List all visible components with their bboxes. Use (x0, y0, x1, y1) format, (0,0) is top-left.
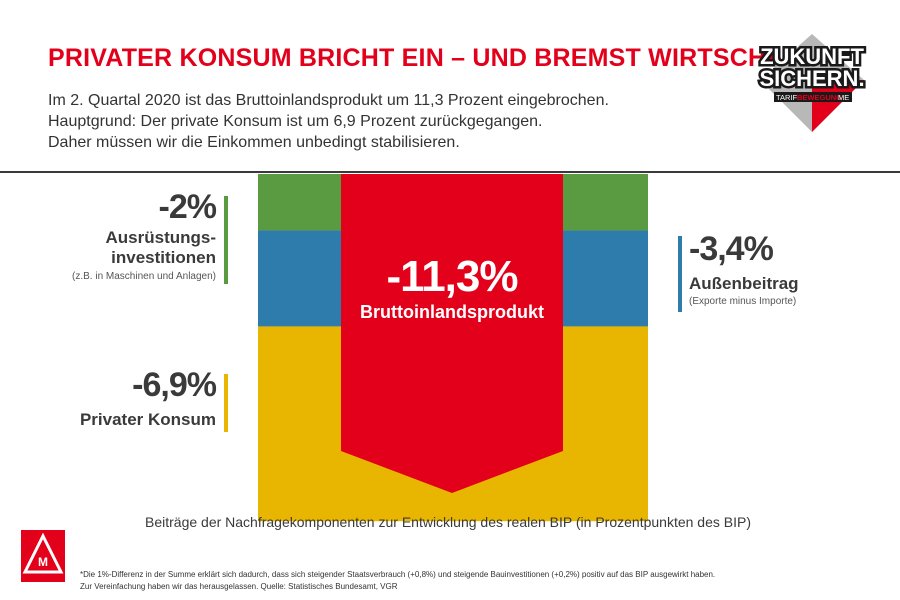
logo-triangle (22, 532, 64, 574)
footnote-2: Zur Vereinfachung haben wir das herausge… (80, 582, 398, 591)
konsum-value: -6,9% (132, 366, 217, 404)
aussen-marker (678, 236, 682, 312)
aussen-note: (Exporte minus Importe) (689, 296, 797, 307)
page-title: PRIVATER KONSUM BRICHT EIN – UND BREMST … (48, 44, 816, 72)
badge-line1: ZUKUNFT (760, 44, 864, 69)
ig-metall-logo: M (21, 530, 65, 582)
zukunft-sichern-logo: ZUKUNFT SICHERN. TARIF BEWEGUNG ME (757, 34, 867, 132)
footnote-1: *Die 1%-Differenz in der Summe erklärt s… (80, 570, 716, 579)
gdp-total-label: Bruttoinlandsprodukt (360, 302, 544, 322)
chart-caption: Beiträge der Nachfragekomponenten zur En… (145, 514, 751, 530)
badge-line2: SICHERN. (759, 66, 864, 91)
gdp-total-value: -11,3% (386, 252, 519, 301)
gdp-total-arrow (341, 174, 563, 493)
logo-mark: M (38, 555, 48, 569)
aussen-label: Außenbeitrag (689, 274, 799, 293)
ausruestung-value: -2% (158, 188, 217, 226)
badge-tag-bg (774, 92, 852, 102)
konsum-marker (224, 374, 228, 432)
intro-line-1: Im 2. Quartal 2020 ist das Bruttoinlands… (48, 92, 609, 109)
intro-line-2: Hauptgrund: Der private Konsum ist um 6,… (48, 113, 543, 130)
konsum-label: Privater Konsum (79, 410, 216, 429)
badge-tag-c: ME (838, 93, 849, 102)
ausruestung-marker (224, 196, 228, 284)
header-divider (0, 171, 900, 173)
badge-tag-a: TARIF (776, 93, 798, 102)
aussen-value: -3,4% (689, 230, 774, 268)
ausruestung-note: (z.B. in Maschinen und Anlagen) (72, 271, 216, 282)
badge-tag-b: BEWEGUNG (797, 93, 842, 102)
ausruestung-label-2: investitionen (111, 248, 216, 267)
intro-line-3: Daher müssen wir die Einkommen unbedingt… (48, 134, 460, 151)
ausruestung-label-1: Ausrüstungs- (105, 228, 217, 247)
